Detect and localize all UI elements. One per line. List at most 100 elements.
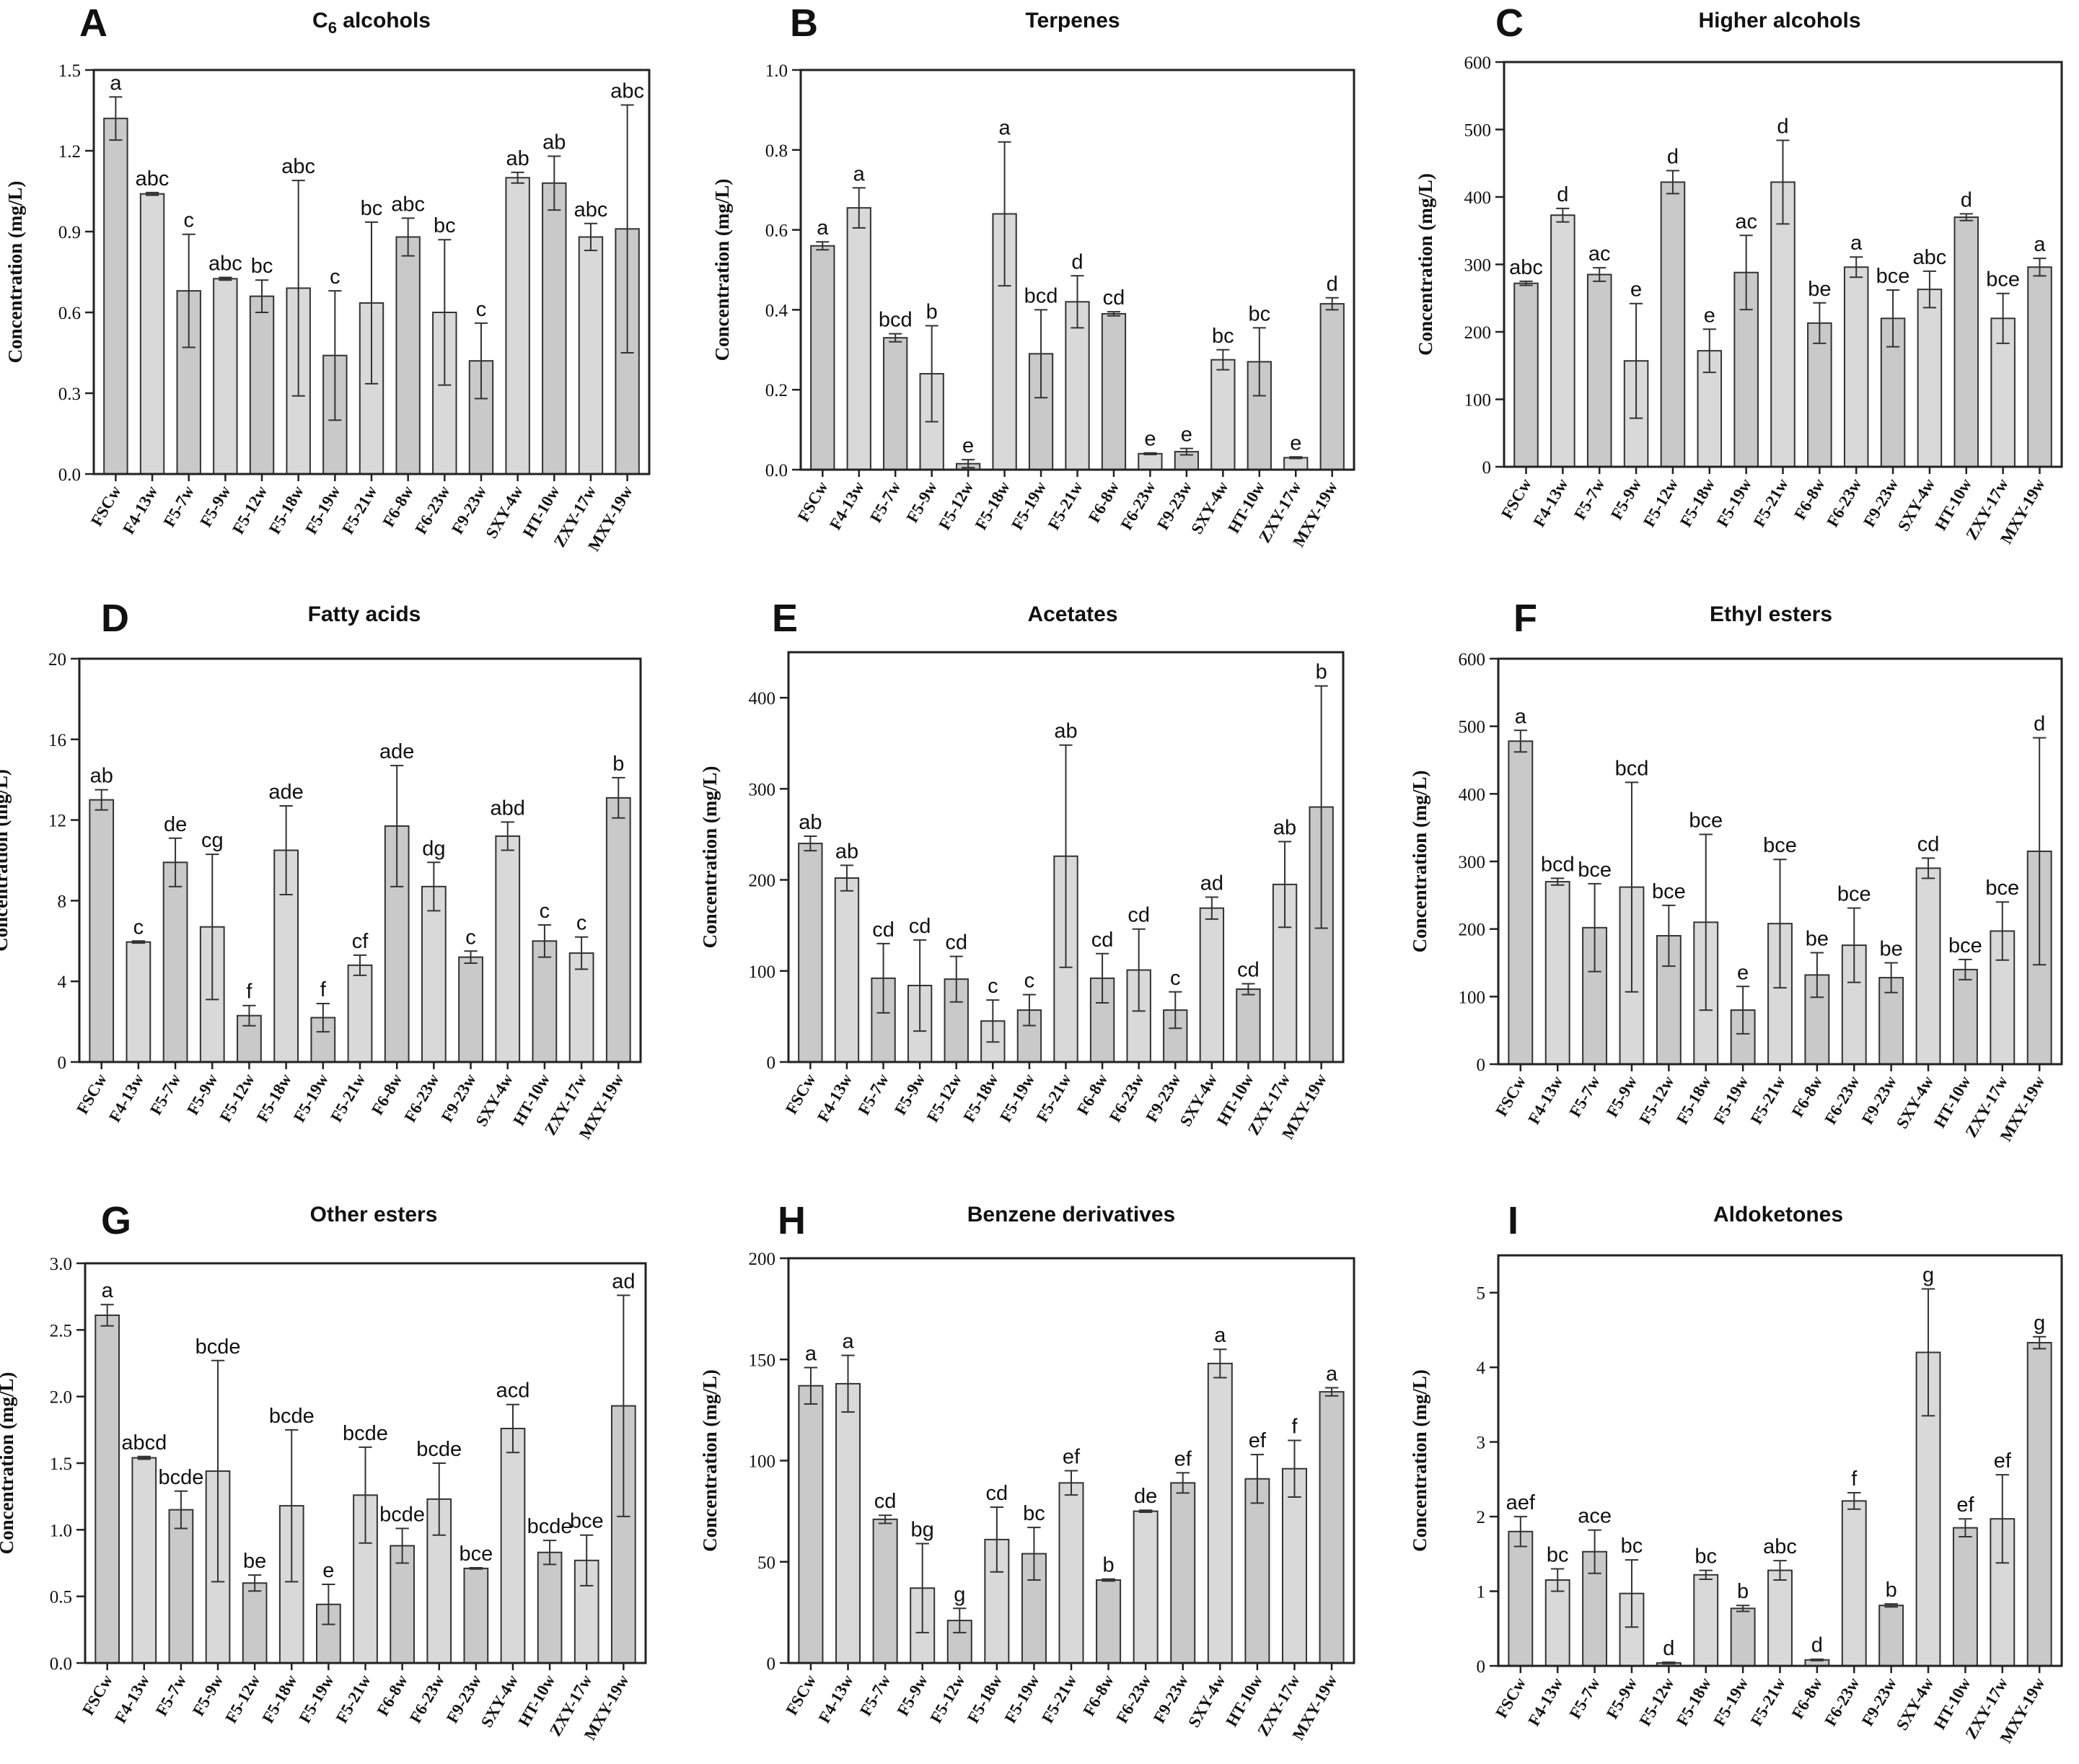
- bar: [505, 177, 530, 475]
- x-tick-label: F5-21w: [1045, 478, 1086, 533]
- bar: [1917, 289, 1943, 468]
- panel-letter: F: [1513, 597, 1537, 640]
- significance-label: a: [102, 1279, 114, 1302]
- x-tick-label: F5-18w: [964, 1672, 1006, 1726]
- significance-label: d: [1667, 146, 1679, 169]
- panel-f: F Ethyl esters Concentration (mg/L) 0 100 200…: [1409, 597, 2063, 1144]
- significance-label: cd: [1103, 286, 1125, 310]
- significance-label: bcd: [1615, 757, 1649, 780]
- y-tick-label: 300: [749, 780, 776, 799]
- significance-label: a: [110, 71, 122, 95]
- y-tick-label: 0.6: [765, 221, 788, 241]
- x-tick-label: F5-18w: [1676, 475, 1718, 530]
- y-tick-label: 0.4: [765, 301, 788, 320]
- x-tick-label: F5-21w: [1750, 475, 1792, 530]
- panel-letter: B: [790, 1, 818, 45]
- x-tick-label: F5-12w: [221, 1672, 263, 1726]
- significance-label: bc: [1248, 302, 1270, 325]
- significance-label: bcde: [343, 1422, 388, 1445]
- bar: [463, 1567, 489, 1664]
- significance-label: c: [133, 916, 144, 939]
- bar: [1319, 303, 1345, 470]
- panel-title: Ethyl esters: [1710, 602, 1832, 626]
- panel-letter: E: [772, 597, 798, 640]
- significance-label: be: [1880, 938, 1903, 961]
- bar: [568, 952, 594, 1063]
- bar: [1544, 881, 1570, 1065]
- significance-label: ab: [799, 811, 822, 834]
- significance-label: cg: [201, 829, 224, 852]
- significance-label: be: [1808, 278, 1831, 301]
- significance-label: b: [1886, 1579, 1897, 1602]
- bar: [421, 885, 447, 1063]
- y-tick-label: 4: [1477, 1359, 1486, 1378]
- x-tick-label: F4-13w: [119, 483, 161, 537]
- significance-label: e: [1737, 961, 1749, 984]
- significance-label: bcde: [416, 1438, 462, 1461]
- significance-label: ef: [1063, 1446, 1081, 1469]
- x-tick-label: F6-23w: [1106, 1071, 1148, 1125]
- x-tick-label: F4-13w: [1524, 1073, 1566, 1128]
- plot-frame: [1503, 61, 2063, 468]
- x-tick-label: F5-19w: [302, 483, 344, 537]
- x-tick-label: F5-19w: [290, 1071, 332, 1125]
- panel-letter: D: [101, 597, 129, 640]
- bar: [458, 956, 483, 1063]
- y-tick-label: 1.2: [58, 142, 81, 162]
- panel-letter: A: [79, 1, 107, 45]
- bar: [347, 964, 373, 1063]
- panel-letter: H: [778, 1199, 806, 1242]
- x-tick-label: F5-21w: [1038, 1672, 1080, 1726]
- x-tick-label: F6-8w: [374, 1672, 412, 1719]
- y-axis-label: Concentration (mg/L): [699, 766, 721, 949]
- significance-label: f: [1291, 1415, 1298, 1438]
- bar: [2027, 266, 2052, 468]
- bar: [532, 940, 558, 1063]
- significance-label: cd: [1128, 904, 1150, 927]
- significance-label: ab: [506, 147, 529, 170]
- x-tick-label: F5-12w: [229, 483, 271, 537]
- significance-label: d: [1327, 273, 1338, 296]
- x-tick-label: F9-23w: [1858, 1675, 1900, 1729]
- plot-frame: [787, 1257, 1355, 1664]
- significance-label: abc: [574, 198, 608, 221]
- significance-label: e: [322, 1559, 334, 1582]
- y-tick-label: 200: [1459, 921, 1486, 940]
- significance-label: b: [1316, 661, 1327, 684]
- bar: [1199, 907, 1225, 1063]
- y-axis-label: Concentration (mg/L): [4, 181, 26, 364]
- title-rest: alcohols: [337, 9, 431, 32]
- panel-title: Fatty acids: [308, 602, 421, 626]
- significance-label: a: [805, 1342, 817, 1365]
- panel-e: E Acetates Concentration (mg/L) 0 100 200 300 4…: [699, 597, 1345, 1142]
- y-tick-label: 5: [1477, 1284, 1486, 1304]
- bar: [1952, 1527, 1978, 1667]
- significance-label: ac: [1588, 242, 1611, 266]
- y-tick-label: 300: [1464, 256, 1492, 276]
- x-tick-label: F6-8w: [1073, 1071, 1112, 1118]
- significance-label: bc: [1695, 1545, 1717, 1568]
- x-tick-label: F4-13w: [1530, 475, 1572, 530]
- y-tick-label: 1: [1477, 1583, 1486, 1602]
- bar: [103, 118, 128, 475]
- x-tick-label: F4-13w: [105, 1071, 147, 1125]
- bar: [1730, 1607, 1756, 1667]
- y-tick-label: 4: [58, 973, 67, 992]
- bar: [1207, 1362, 1233, 1664]
- x-tick-label: F5-9w: [894, 1672, 932, 1719]
- x-tick-label: FSCw: [1498, 475, 1535, 522]
- x-tick-label: F5-7w: [152, 1672, 190, 1719]
- y-tick-label: 12: [48, 812, 66, 831]
- x-tick-label: SXY-4w: [1184, 1672, 1229, 1731]
- x-tick-label: F5-9w: [196, 483, 234, 530]
- y-axis-label: Concentration (mg/L): [711, 179, 733, 361]
- bar: [168, 1509, 194, 1664]
- significance-label: bcde: [158, 1466, 203, 1489]
- bar: [94, 1315, 120, 1664]
- significance-label: abc: [391, 193, 425, 216]
- x-tick-label: F5-7w: [146, 1071, 185, 1118]
- significance-label: b: [612, 752, 624, 776]
- x-tick-label: F5-18w: [1673, 1675, 1715, 1729]
- panel-g: G Other esters Concentration (mg/L) 0.0 0.5 1…: [0, 1199, 647, 1743]
- x-tick-label: FSCw: [1492, 1073, 1529, 1120]
